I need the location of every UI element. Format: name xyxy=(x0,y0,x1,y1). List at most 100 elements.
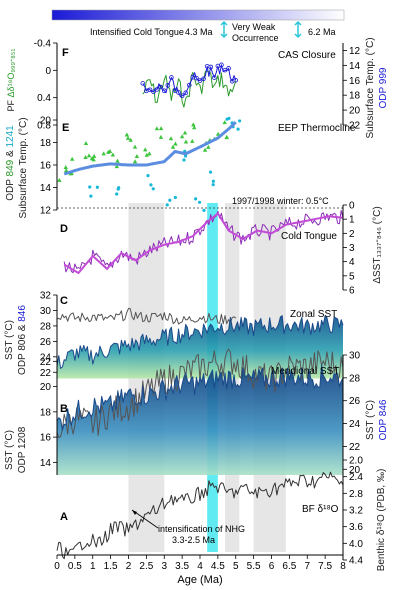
panel-E-series-1-point xyxy=(208,170,213,174)
x-tick-label: 2 xyxy=(126,561,132,572)
panel-E-series-0-point xyxy=(114,164,120,169)
panel-E-series-0-point xyxy=(182,130,188,135)
panel-B-title: Meridional SST xyxy=(271,366,339,377)
panel-C-left-tick-label: 24 xyxy=(40,352,52,363)
panel-F-left-axis-title-part: Δδ¹⁸O₉₉₉-₈₅₁ xyxy=(6,49,16,98)
panel-F-series-1-marker xyxy=(197,78,203,83)
panel-F-letter: F xyxy=(62,47,69,59)
panel-E-series-1-point xyxy=(146,174,150,178)
panel-E-series-0-point xyxy=(115,158,120,163)
panel-D-series-0-line xyxy=(63,210,344,274)
panel-E-series-0-point xyxy=(57,177,62,182)
panel-F-right-tick-label: 18 xyxy=(349,91,361,102)
panel-E-series-1-point xyxy=(197,200,202,204)
panel-E-left-tick-label: 14 xyxy=(40,183,52,194)
panel-F-series-1-marker xyxy=(208,64,214,70)
panel-E-series-1-point xyxy=(95,185,99,189)
panel-D-right-tick-label: 3 xyxy=(349,243,355,254)
panel-F-series-1-marker xyxy=(233,77,239,83)
panel-E-letter: E xyxy=(62,122,69,134)
panel-C-left-tick-label: 22 xyxy=(40,368,52,379)
panel-C-series-1-line xyxy=(56,315,344,369)
panel-F-left-axis-title-part: PF xyxy=(6,97,16,111)
panel-E-series-0-point xyxy=(91,153,97,158)
panel-E-left-axis-title-2: Subsurface Temp. (°C) xyxy=(18,117,29,218)
top-label-4.3: 4.3 Ma xyxy=(185,27,213,37)
panel-F-series-1-marker xyxy=(183,90,189,96)
panel-E-left-axis-title-part: ODP xyxy=(5,176,16,200)
panel-A-right-axis-title: Benthic δ¹⁸O (PDB, ‰) xyxy=(376,469,387,572)
panel-E-series-1-point xyxy=(151,187,155,191)
panel-E-series-1-point xyxy=(194,197,198,201)
panel-E-series-0-point xyxy=(69,156,75,161)
panel-D-right-tick-label: 0 xyxy=(349,201,355,212)
x-tick-label: 2.5 xyxy=(139,561,153,572)
panel-E-series-0-point xyxy=(101,151,106,156)
panel-E-series-1-point xyxy=(168,198,172,202)
x-tick-label: 6 xyxy=(269,561,275,572)
x-tick-label: 3 xyxy=(161,561,167,572)
panel-E-series-0-point xyxy=(190,138,195,143)
panel-E-title: EEP Thermocline xyxy=(278,123,356,134)
panel-E-series-0-point xyxy=(132,159,138,164)
panel-E-series-1-point xyxy=(165,203,169,207)
panel-E-left-axis-title-part: & xyxy=(5,148,16,160)
panel-E-series-0-point xyxy=(110,152,116,157)
panel-F-right-axis-title-1: Subsurface Temp. (°C) xyxy=(365,37,376,138)
panel-F-series-1-marker xyxy=(176,90,181,95)
panel-B-left-tick-label: 18 xyxy=(40,407,52,418)
panel-E-series-0-point xyxy=(224,134,229,139)
panel-E-series-0-point xyxy=(154,126,160,131)
panel-E-series-0-point xyxy=(83,140,89,145)
x-tick-label: 6.5 xyxy=(282,561,296,572)
panel-E-series-0-point xyxy=(215,131,221,136)
panel-E-left-axis-title-part: 849 xyxy=(5,159,16,176)
panel-C-left-axis-title-2-part: ODP 806 & xyxy=(17,322,28,375)
panel-E-series-1-point xyxy=(183,154,188,158)
x-tick-label: 4 xyxy=(197,561,203,572)
panel-E-series-0-point xyxy=(202,147,208,152)
panel-E-series-0-point xyxy=(124,132,130,137)
panel-F-series-1-marker xyxy=(201,76,206,82)
panel-A-right-tick-label: 4.0 xyxy=(349,539,363,550)
panel-E-series-1-point xyxy=(238,119,242,123)
panel-B-right-axis-title-2: ODP 846 xyxy=(378,399,389,440)
panel-D-right-tick-label: 2 xyxy=(349,229,355,240)
panel-B-left-tick-label: 20 xyxy=(40,382,52,393)
panel-A-annotation-arrowhead xyxy=(132,510,137,515)
panel-B-right-axis-title-1-part: SST (°C) xyxy=(365,400,376,440)
panel-E-series-1-point xyxy=(182,158,186,162)
panel-E-series-1-point xyxy=(89,194,93,198)
panel-F-series-1-line xyxy=(142,64,237,97)
panel-E-series-0-point xyxy=(144,152,150,157)
top-label-very-weak: Very Weak Occurrence xyxy=(232,22,279,43)
panel-D-right-tick-label: 4 xyxy=(349,257,355,268)
panel-F-series-1-marker xyxy=(194,75,199,81)
panel-E-series-0-point xyxy=(158,134,164,139)
panel-C-left-axis-title-2-part: 846 xyxy=(17,305,28,322)
panel-F-series-1-marker xyxy=(165,82,171,88)
panel-F-right-tick-label: 20 xyxy=(349,106,361,117)
x-tick-label: 3.5 xyxy=(175,561,189,572)
panel-C-series-0-line xyxy=(56,307,237,325)
top-label-intensified: Intensified Cold Tongue xyxy=(90,27,184,37)
panel-F-series-1-marker xyxy=(158,84,163,90)
panel-B-series-1-line xyxy=(56,364,344,431)
panel-A-annotation-1: intensification of NHG xyxy=(158,524,245,534)
panel-E-series-0-point xyxy=(168,136,174,141)
panel-E-left-axis-title: ODP 849 & 1241 xyxy=(5,125,16,201)
panel-E-series-0-point xyxy=(173,141,178,146)
panel-E-series-0-point xyxy=(206,144,211,149)
x-tick-label: 7.5 xyxy=(318,561,332,572)
arrow-4.3 xyxy=(220,20,228,39)
panel-B-series-1-area xyxy=(57,365,343,475)
panel-A-right-tick-label: 2.4 xyxy=(349,472,363,483)
panel-F-right-tick-label: 14 xyxy=(349,61,361,72)
panel-C-left-tick-label: 32 xyxy=(40,291,52,302)
panel-E-series-1-point xyxy=(88,185,92,189)
x-tick-label: 1.5 xyxy=(104,561,118,572)
panel-E-series-1-point xyxy=(202,208,206,212)
panel-E-series-0-point xyxy=(191,122,196,127)
panel-E-series-0-point xyxy=(106,149,111,154)
